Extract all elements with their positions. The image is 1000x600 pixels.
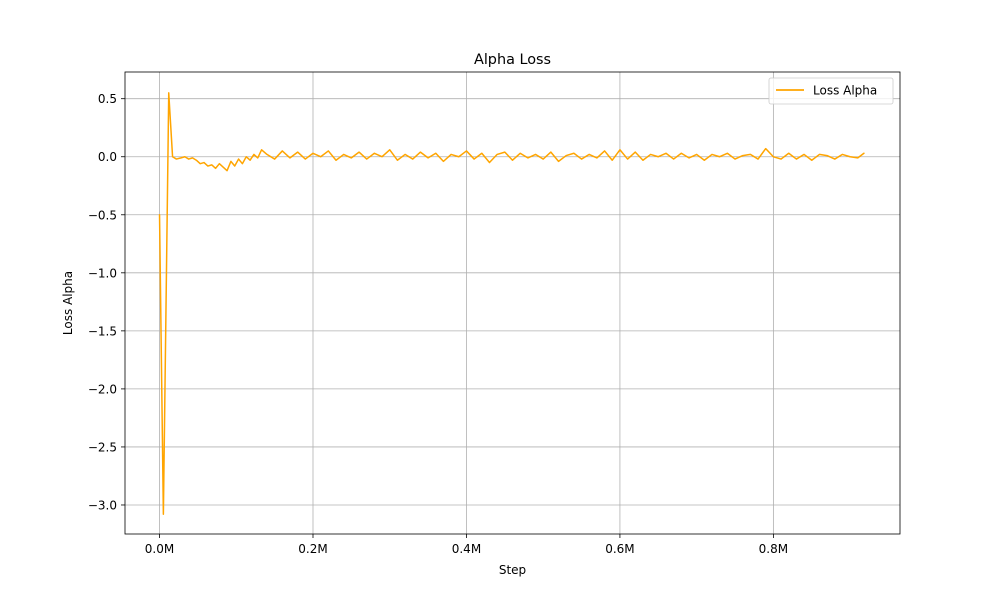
chart-title: Alpha Loss (474, 52, 551, 68)
legend-box (768, 77, 894, 105)
y-tick-label: −3.0 (88, 498, 117, 512)
legend-label: Loss Alpha (813, 84, 877, 98)
x-tick-label: 0.2M (298, 542, 327, 556)
series-line-loss-alpha (158, 92, 865, 516)
series-layer (158, 92, 865, 516)
y-axis-label: Loss Alpha (61, 271, 75, 335)
legend: Loss Alpha (768, 77, 894, 105)
x-tick-label: 0.4M (452, 542, 481, 556)
y-tick-label: −1.0 (88, 266, 117, 280)
x-tick-label: 0.6M (605, 542, 634, 556)
axis-ticks: 0.0M 0.2M 0.4M 0.6M 0.8M 0.5 0.0 −0.5 −1.0 −1.5 −2… (88, 92, 788, 556)
y-tick-label: −0.5 (88, 208, 117, 222)
y-tick-label: −1.5 (88, 324, 117, 338)
x-tick-label: 0.8M (759, 542, 788, 556)
grid (125, 72, 900, 534)
y-tick-label: 0.0 (98, 150, 117, 164)
x-tick-label: 0.0M (145, 542, 174, 556)
x-axis-label: Step (499, 563, 526, 577)
y-tick-label: −2.0 (88, 382, 117, 396)
plot-frame (124, 71, 901, 535)
y-tick-label: −2.5 (88, 440, 117, 454)
y-tick-label: 0.5 (98, 92, 117, 106)
